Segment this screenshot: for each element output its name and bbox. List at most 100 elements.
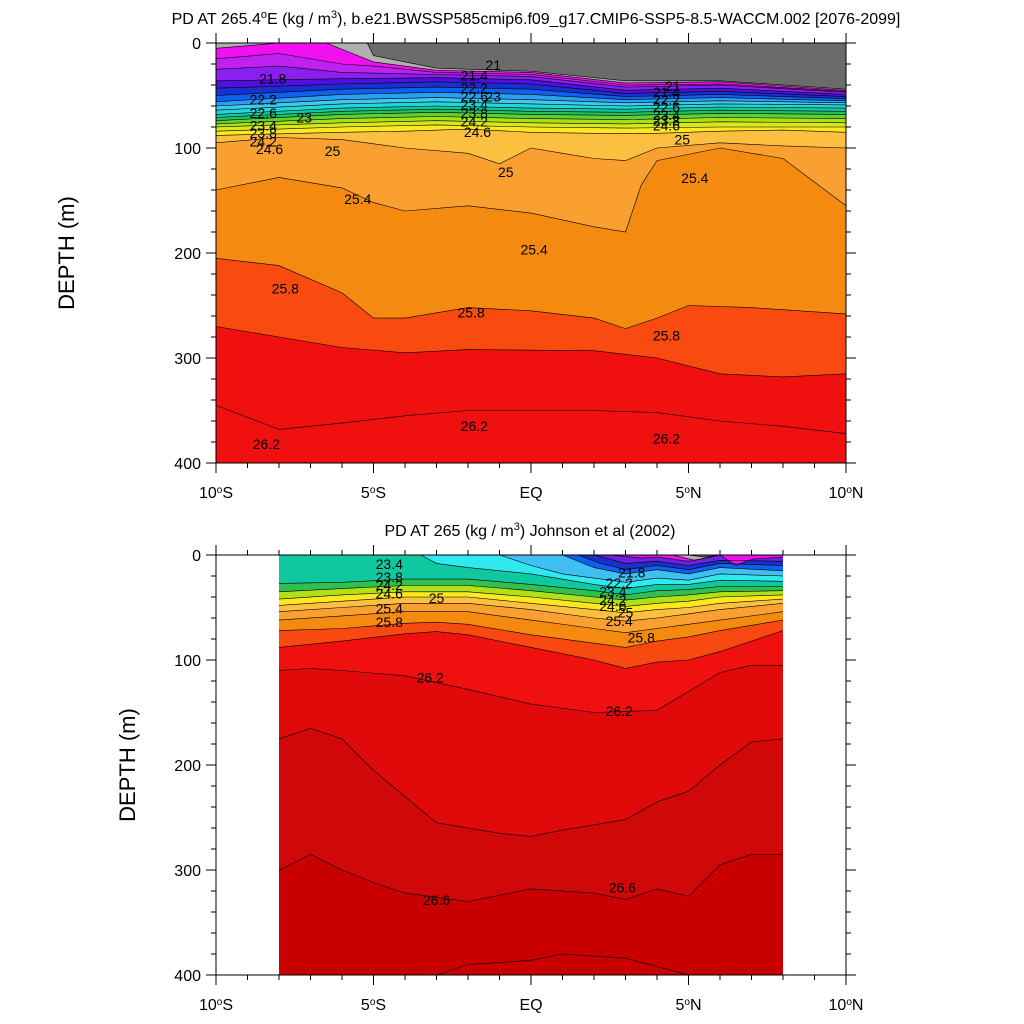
contour-label: 25.4 (376, 600, 403, 616)
y-tick-label: 0 (192, 36, 201, 53)
bottom-y-axis-label: DEPTH (m) (115, 708, 140, 822)
contour-label: 21.8 (259, 70, 286, 86)
contour-line-7 (278, 602, 784, 622)
contour-label: 23.8 (461, 105, 488, 121)
bottom-chart-panel: PD AT 265 (kg / m3) Johnson et al (2002)… (115, 521, 863, 1014)
y-tick-label: 100 (174, 141, 201, 158)
contour-label: 21.8 (618, 565, 645, 581)
contour-label: 25.8 (272, 280, 299, 296)
contour-label: 25.4 (606, 613, 633, 629)
contour-label: 22.2 (461, 80, 488, 96)
contour-line-11 (278, 578, 783, 596)
top-chart-title: PD AT 265.4oE (kg / m3), b.e21.BWSSP585c… (172, 9, 901, 28)
contour-line-4 (216, 137, 846, 165)
contour-label: 25 (325, 143, 341, 159)
x-tick-label: 10oN (829, 997, 864, 1015)
contour-line-0 (279, 953, 783, 975)
contour-label: 26.6 (609, 880, 636, 896)
contour-label: 24.2 (250, 133, 277, 149)
contour-line-4 (278, 630, 784, 669)
contour-line-2 (278, 727, 784, 837)
contour-line-14 (279, 555, 784, 575)
contour-line-15 (216, 86, 846, 99)
contour-label: 25.4 (344, 191, 371, 207)
x-tick-label: 10oN (829, 485, 864, 503)
contour-line-1 (216, 326, 846, 378)
top-axes: 0 100 200 300 400 10oS 5oS EQ 5oN 10oN (174, 33, 863, 502)
contour-line-15 (279, 555, 784, 571)
contour-line-1 (278, 853, 783, 902)
contour-line-11 (216, 105, 846, 115)
y-tick-label: 0 (192, 548, 201, 565)
contour-label: 23.4 (461, 97, 488, 113)
contour-label: 24.2 (461, 114, 488, 130)
contour-label: 26.2 (606, 703, 633, 719)
contour-line-3 (278, 664, 783, 713)
contour-label: 24.6 (376, 586, 403, 602)
contour-line-0 (216, 405, 846, 434)
contour-label: 22.6 (250, 105, 277, 121)
x-tick-label: EQ (519, 485, 542, 502)
x-tick-label: 10oS (199, 485, 233, 503)
contour-label: 23.8 (653, 112, 680, 128)
contour-label: 22.6 (653, 99, 680, 115)
contour-line-10 (278, 585, 784, 601)
contour-line-2 (216, 258, 846, 329)
contour-label: 22.2 (606, 575, 633, 591)
bottom-contour-labels: 23.423.824.224.6 2525.425.826.221.822.223… (376, 556, 655, 908)
contour-line-17 (216, 77, 846, 95)
contour-label: 23.4 (250, 118, 277, 134)
contour-label: 23.4 (376, 556, 403, 572)
contour-label: 21.4 (653, 84, 680, 100)
x-tick-label: 5oS (361, 485, 386, 503)
contour-line-5 (216, 128, 846, 136)
contour-line-19 (216, 53, 846, 92)
contour-line-13 (279, 555, 784, 583)
contour-line-5 (278, 619, 784, 648)
top-y-axis-label: DEPTH (m) (54, 196, 79, 310)
contour-line-7 (216, 120, 846, 128)
contour-label: 23 (485, 88, 501, 104)
x-tick-label: EQ (519, 997, 542, 1014)
bottom-contour-fills (278, 555, 784, 975)
contour-label: 21 (665, 78, 681, 94)
contour-label: 21 (485, 57, 501, 73)
contour-label: 23.4 (653, 107, 680, 123)
contour-line-17 (279, 555, 784, 566)
contour-line-18 (216, 65, 846, 93)
contour-line-18 (279, 555, 783, 561)
y-tick-label: 300 (174, 863, 201, 880)
contour-label: 25.8 (628, 630, 655, 646)
contour-line-12 (279, 555, 784, 589)
contour-label: 26.2 (253, 436, 280, 452)
contour-line-12 (216, 101, 846, 111)
top-chart-panel: PD AT 265.4oE (kg / m3), b.e21.BWSSP585c… (54, 9, 900, 502)
x-tick-label: 5oS (361, 997, 386, 1015)
x-tick-label: 10oS (199, 997, 233, 1015)
contour-label: 24.2 (376, 577, 403, 593)
contour-label: 25 (674, 131, 690, 147)
contour-line-9 (278, 591, 784, 607)
contour-label: 24.6 (599, 598, 626, 614)
contour-label: 24.6 (653, 118, 680, 134)
contour-label: 23.4 (599, 584, 626, 600)
contour-label: 25.4 (681, 170, 708, 186)
top-contour-fills (216, 43, 846, 463)
contour-fill-21 (216, 43, 846, 90)
contour-label: 22.2 (653, 91, 680, 107)
contour-label: 25 (618, 605, 634, 621)
contour-line-20 (216, 43, 846, 91)
contour-label: 25 (429, 590, 445, 606)
contour-label: 23 (296, 109, 312, 125)
contour-line-9 (216, 111, 846, 121)
contour-label: 23.8 (376, 569, 403, 585)
contour-line-21 (216, 43, 846, 90)
contour-label: 26.2 (417, 670, 444, 686)
contour-label: 22.6 (461, 88, 488, 104)
contour-line-8 (216, 116, 846, 125)
contour-line-8 (278, 596, 784, 614)
y-tick-label: 300 (174, 351, 201, 368)
contour-line-13 (216, 97, 846, 107)
contour-label: 24.6 (256, 141, 283, 157)
